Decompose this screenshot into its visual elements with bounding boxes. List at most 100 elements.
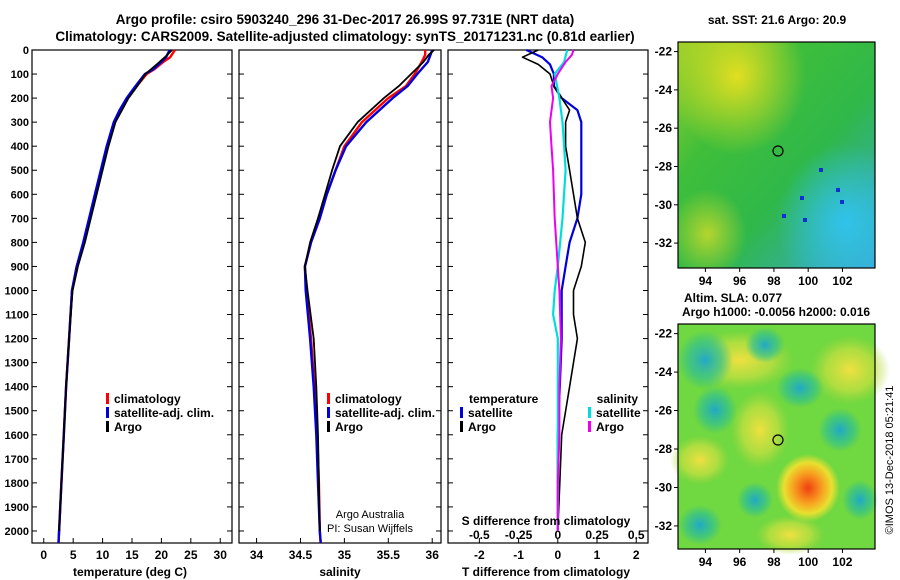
lon-tick-label: 100: [798, 555, 818, 569]
sla-map: [670, 323, 890, 555]
legend-swatch-sal-argo: [588, 421, 591, 432]
depth-tick-label: 900: [11, 261, 29, 273]
x-tick-label: 1: [594, 548, 601, 562]
x-tick-label: -1: [513, 548, 524, 562]
lat-tick-label: -28: [655, 442, 673, 456]
x-tick-label: 15: [125, 548, 139, 562]
temperature-panel-frame: [31, 49, 233, 544]
lat-tick-label: -24: [655, 83, 673, 97]
lon-tick-label: 98: [767, 274, 781, 288]
imos-timestamp: ©IMOS 13-Dec-2018 05:21:41: [884, 386, 896, 535]
legend-label-sal-satellite: satellite: [596, 406, 641, 420]
legend-label-sal-argo: Argo: [596, 420, 624, 434]
sla-low-blob: [842, 480, 878, 520]
salinity-axis-label: salinity: [319, 565, 361, 579]
legend-swatch-sal-satellite: [588, 407, 591, 418]
t-difference-axis-label: T difference from climatology: [462, 565, 630, 579]
series-line-argo: [303, 49, 435, 532]
legend-label-satellite: satellite-adj. clim.: [114, 406, 214, 420]
legend-swatch-climatology: [106, 393, 109, 404]
legend-label-argo: Argo: [335, 420, 363, 434]
depth-tick-label: 1900: [5, 502, 29, 514]
sst-pixel: [840, 200, 844, 204]
depth-tick-label: 1000: [5, 285, 29, 297]
x-tick-label: 25: [184, 548, 198, 562]
salinity-legend: climatology satellite-adj. clim. Argo: [327, 392, 435, 434]
s-diff-tick-label: 0: [554, 528, 561, 542]
lon-tick-label: 100: [798, 274, 818, 288]
legend-label-temp-satellite: satellite: [468, 406, 513, 420]
depth-tick-label: 700: [11, 213, 29, 225]
legend-swatch-argo: [106, 421, 109, 432]
difference-plot: -2 -1 0 1 2 -0.5 -0.25 0 0.25 0.5: [469, 49, 645, 562]
float-position-marker: [772, 434, 784, 446]
lat-tick-label: -22: [655, 327, 673, 341]
x-tick-label: 34.5: [289, 548, 313, 562]
credit-argo-australia: Argo Australia: [336, 509, 405, 521]
lat-tick-label: -30: [655, 198, 673, 212]
sla-high-blob: [730, 390, 790, 470]
legend-label-temp-argo: Argo: [468, 420, 496, 434]
depth-tick-label: 400: [11, 141, 29, 153]
depth-tick-label: 300: [11, 117, 29, 129]
sla-map-title-1: Altim. SLA: 0.077: [684, 291, 782, 305]
lat-tick-label: -24: [655, 365, 673, 379]
sla-low-blob: [678, 505, 722, 545]
legend-label-argo: Argo: [114, 420, 142, 434]
series-line-salinity-argo: [549, 49, 575, 531]
credit-pi: PI: Susan Wijffels: [327, 523, 413, 535]
sst-map-title: sat. SST: 21.6 Argo: 20.9: [708, 13, 847, 27]
temperature-plot: 0 5 10 15 20 25 30: [40, 49, 228, 562]
lat-tick-label: -22: [655, 45, 673, 59]
x-tick-label: 5: [70, 548, 77, 562]
lon-tick-label: 98: [767, 555, 781, 569]
legend-swatch-satellite: [106, 407, 109, 418]
depth-tick-label: 1800: [5, 478, 29, 490]
lon-tick-label: 96: [733, 555, 747, 569]
s-diff-tick-label: -0.5: [469, 528, 490, 542]
series-line-satellite-adj-clim-: [303, 49, 434, 544]
difference-legend: temperature salinity satellite Argo sate…: [460, 392, 641, 434]
s-diff-tick-label: 0.5: [628, 528, 645, 542]
temperature-axis-label: temperature (deg C): [73, 565, 187, 579]
legend-swatch-climatology: [327, 393, 330, 404]
sla-map-title-2: Argo h1000: -0.0056 h2000: 0.016: [682, 305, 870, 319]
series-line-argo: [58, 49, 173, 532]
legend-swatch-temp-satellite: [460, 407, 463, 418]
lat-tick-label: -28: [655, 159, 673, 173]
depth-tick-label: 500: [11, 165, 29, 177]
x-tick-label: 35: [338, 548, 352, 562]
lat-tick-label: -32: [655, 236, 673, 250]
sst-pixel: [782, 214, 786, 218]
depth-tick-label: 1600: [5, 430, 29, 442]
x-tick-label: 30: [214, 548, 228, 562]
x-tick-label: 2: [633, 548, 640, 562]
depth-tick-label: 600: [11, 189, 29, 201]
depth-tick-label: 0: [23, 45, 29, 57]
legend-title-salinity: salinity: [597, 392, 639, 406]
s-diff-tick-label: 0.25: [585, 528, 609, 542]
legend-label-climatology: climatology: [335, 392, 402, 406]
temperature-legend: climatology satellite-adj. clim. Argo: [106, 392, 214, 434]
sla-map-frame: [677, 323, 876, 550]
series-line-salinity-satellite: [551, 49, 569, 531]
lon-tick-label: 94: [699, 274, 713, 288]
x-tick-label: 10: [96, 548, 110, 562]
sla-low-blob: [776, 368, 824, 408]
depth-tick-label: 1700: [5, 454, 29, 466]
sla-high-blob: [755, 515, 825, 555]
legend-title-temperature: temperature: [469, 392, 539, 406]
s-diff-tick-label: -0.25: [505, 528, 533, 542]
depth-tick-label: 1300: [5, 358, 29, 370]
lat-tick-label: -26: [655, 121, 673, 135]
salinity-plot: 34 34.5 35 35.5 36: [250, 49, 440, 562]
header-line-1: Argo profile: csiro 5903240_296 31-Dec-2…: [116, 12, 575, 27]
legend-label-climatology: climatology: [114, 392, 181, 406]
sla-low-blob: [693, 386, 737, 434]
float-position-marker: [772, 145, 784, 157]
sst-pixel: [836, 188, 840, 192]
x-tick-label: 34: [250, 548, 264, 562]
x-tick-label: 36: [426, 548, 440, 562]
depth-tick-label: 2000: [5, 526, 29, 538]
